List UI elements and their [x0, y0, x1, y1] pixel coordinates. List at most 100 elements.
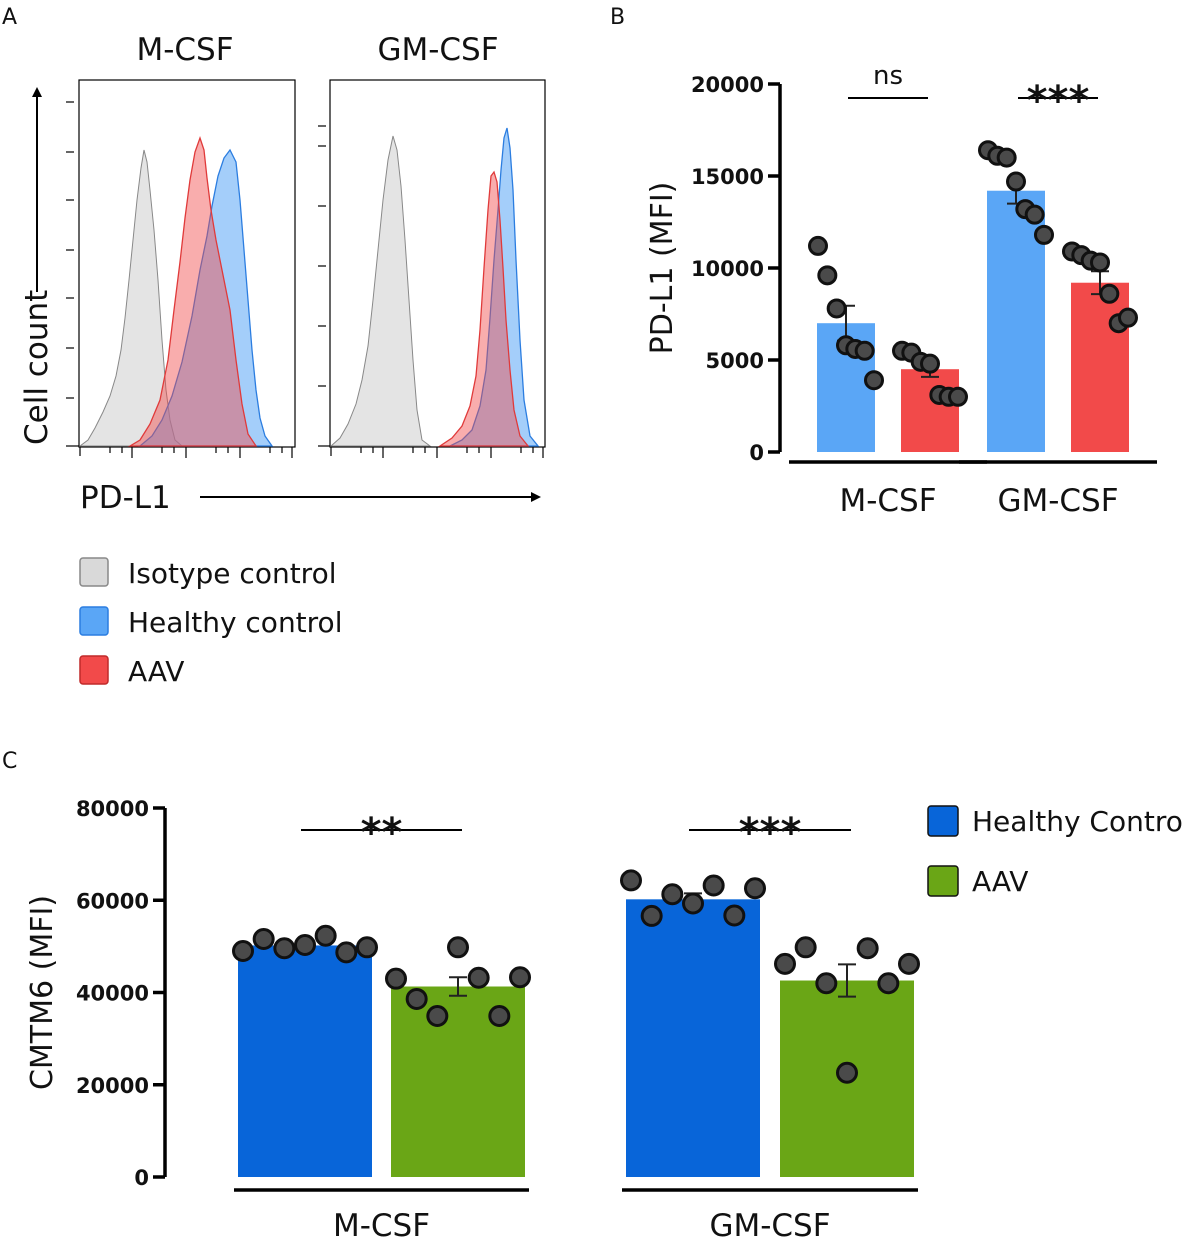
chart-c-data-point	[836, 1061, 858, 1084]
chart-c-legend: Healthy Control AAV	[927, 805, 1182, 898]
chart-c-data-point	[405, 987, 428, 1010]
chart-b-data-point	[1090, 252, 1110, 273]
legend-swatch-healthy	[79, 606, 109, 636]
chart-b-data-point	[808, 235, 828, 256]
chart-c-data-point	[794, 936, 817, 959]
chart-b-significance-label: ***	[1027, 78, 1090, 124]
chart-b-group-label: M-CSF	[839, 483, 936, 519]
pdl1-axis-label: PD-L1	[80, 480, 171, 516]
histogram-gmcsf	[318, 79, 546, 458]
chart-c-data-point	[774, 952, 796, 975]
chart-c-ytick-label: 80000	[76, 797, 149, 821]
chart-c-data-point	[273, 937, 296, 960]
legend-item-c-aav: AAV	[927, 865, 1028, 898]
histogram-mcsf-aav	[127, 136, 258, 447]
legend-item-healthy: Healthy control	[79, 606, 342, 639]
chart-c-data-point	[702, 874, 725, 897]
chart-b-data-point	[817, 265, 838, 286]
chart-c-ytick-label: 40000	[76, 982, 149, 1006]
chart-c-bar	[626, 899, 760, 1177]
chart-c-data-point	[232, 939, 254, 962]
chart-c-data-point	[252, 927, 275, 950]
chart-c-data-point	[426, 1005, 449, 1028]
legend-swatch-isotype	[79, 557, 109, 587]
chart-b-ytick-label: 10000	[691, 257, 764, 281]
legend-label-c-aav: AAV	[972, 865, 1028, 898]
chart-c-group-label: GM-CSF	[709, 1208, 830, 1241]
chart-c-data-point	[314, 924, 337, 947]
chart-c-data-point	[856, 937, 879, 960]
chart-b-y-axis-label: PD-L1 (MFI)	[645, 182, 680, 355]
chart-c-significance-label: **	[361, 810, 403, 856]
histogram-gmcsf-aav	[437, 170, 530, 447]
chart-b-data-point	[854, 340, 875, 361]
chart-b-bar	[901, 369, 959, 452]
legend-item-c-healthy: Healthy Control	[927, 805, 1182, 838]
chart-c-significance-label: ***	[739, 810, 802, 856]
chart-c-data-point	[744, 877, 766, 900]
chart-c: 0 20000 40000 60000 80000 CMTM6 (MFI) M-CSF ** G…	[25, 797, 920, 1241]
chart-c-data-point	[356, 936, 378, 959]
chart-b-data-point	[1024, 204, 1045, 225]
histogram-mcsf-ticks	[66, 101, 293, 458]
legend-item-isotype: Isotype control	[79, 557, 336, 590]
legend-swatch-aav	[79, 655, 109, 685]
panel-label-a: A	[2, 5, 17, 30]
chart-b-data-point	[920, 353, 940, 374]
legend-item-aav: AAV	[79, 655, 184, 688]
histogram-gmcsf-ticks	[318, 125, 544, 458]
legend-label-healthy: Healthy control	[128, 606, 342, 639]
chart-b-data-point	[826, 298, 847, 319]
chart-b-data-point	[1099, 283, 1120, 304]
chart-b-bar	[1071, 282, 1129, 452]
chart-c-ytick-label: 0	[134, 1166, 149, 1190]
chart-c-data-point	[335, 941, 358, 964]
chart-c-data-point	[682, 892, 704, 915]
chart-c-data-point	[467, 966, 490, 989]
chart-c-data-point	[488, 1005, 511, 1028]
chart-c-data-point	[447, 936, 469, 959]
histogram-mcsf-healthy	[138, 148, 274, 447]
chart-c-data-point	[509, 966, 531, 989]
chart-b-data-point	[1034, 224, 1054, 245]
chart-b-data-point	[948, 386, 968, 407]
panel-label-b: B	[610, 5, 625, 30]
chart-b-ytick-label: 0	[749, 441, 764, 465]
chart-b-significance-label: ns	[873, 61, 903, 91]
chart-c-data-point	[815, 972, 838, 995]
legend-swatch-c-healthy	[927, 805, 959, 837]
chart-b-ytick-label: 15000	[691, 165, 764, 189]
legend-label-aav: AAV	[128, 655, 184, 688]
chart-b-data-point	[864, 370, 884, 391]
chart-c-data-point	[640, 904, 663, 927]
chart-c-data-point	[898, 952, 920, 975]
chart-c-data-point	[620, 869, 642, 892]
histogram-legend: Isotype control Healthy control AAV	[79, 557, 342, 688]
panel-label-c: C	[2, 749, 17, 774]
histogram-mcsf	[66, 79, 296, 458]
chart-c-ytick-label: 20000	[76, 1074, 149, 1098]
chart-b-ytick-label: 20000	[691, 73, 764, 97]
histogram-mcsf-isotype	[78, 149, 184, 447]
chart-b: 0 5000 10000 15000 20000 PD-L1 (MFI) M-CSF ns GM…	[645, 61, 1157, 519]
chart-c-data-point	[385, 967, 407, 990]
chart-c-data-point	[294, 933, 316, 956]
chart-b-data-point	[1118, 307, 1138, 328]
legend-label-isotype: Isotype control	[128, 557, 336, 590]
histogram-gmcsf-isotype	[329, 135, 432, 447]
chart-c-bar	[238, 945, 372, 1177]
chart-c-data-point	[877, 972, 900, 995]
cell-count-label: Cell count	[19, 290, 55, 445]
chart-c-group-label: M-CSF	[333, 1208, 430, 1241]
chart-c-ytick-label: 60000	[76, 889, 149, 913]
histogram-gmcsf-healthy	[449, 127, 540, 447]
chart-c-data-point	[723, 904, 746, 927]
histogram-title-gmcsf: GM-CSF	[377, 32, 498, 68]
histogram-title-mcsf: M-CSF	[136, 32, 233, 68]
chart-b-data-point	[996, 147, 1017, 168]
chart-b-group-label: GM-CSF	[997, 483, 1118, 519]
histogram-panel: M-CSF GM-CSF Cell count PD-L1	[19, 32, 546, 688]
legend-swatch-c-aav	[927, 865, 959, 897]
legend-label-c-healthy: Healthy Control	[972, 805, 1182, 838]
